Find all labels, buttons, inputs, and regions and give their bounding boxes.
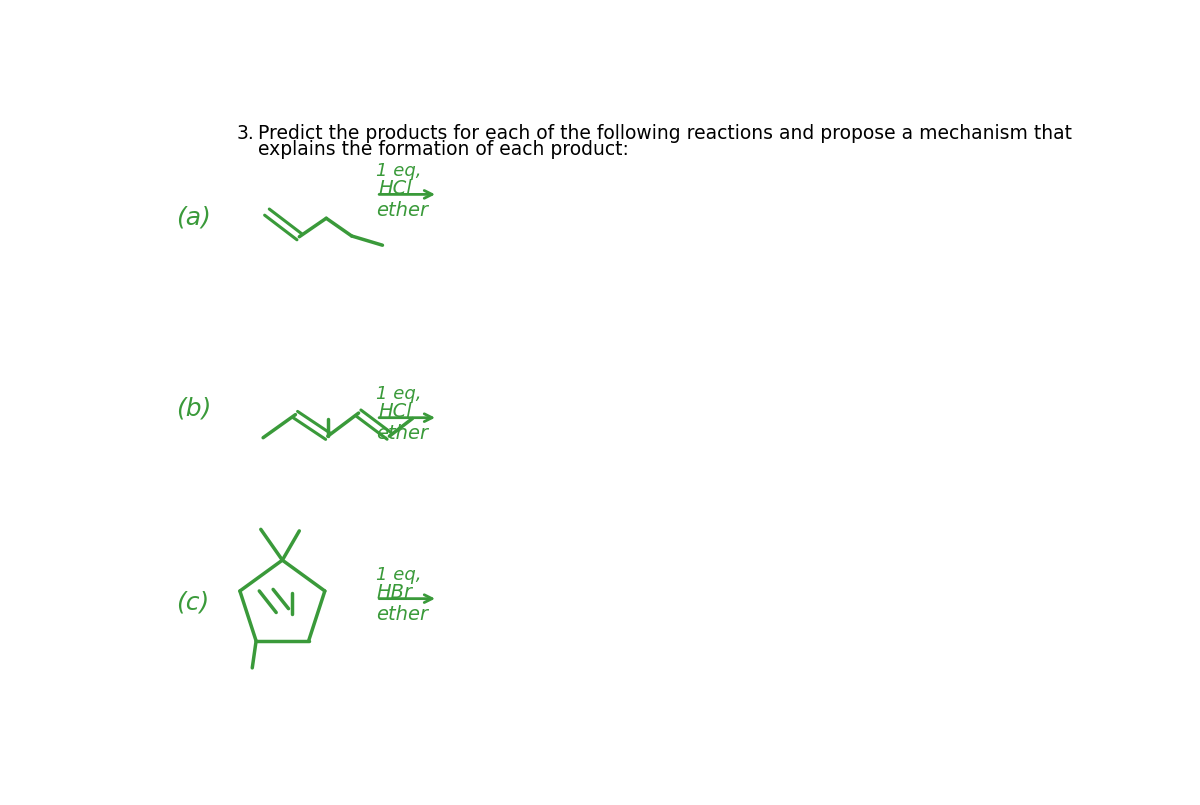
- Text: explains the formation of each product:: explains the formation of each product:: [258, 141, 629, 159]
- Text: ether: ether: [377, 200, 428, 220]
- Text: (c): (c): [176, 591, 209, 614]
- Text: HCl: HCl: [379, 402, 413, 421]
- Text: ether: ether: [377, 605, 428, 624]
- Text: 1 eq,: 1 eq,: [377, 566, 422, 584]
- Text: HBr: HBr: [377, 584, 413, 602]
- Text: Predict the products for each of the following reactions and propose a mechanism: Predict the products for each of the fol…: [258, 123, 1072, 142]
- Text: (b): (b): [176, 396, 211, 420]
- Text: ether: ether: [377, 424, 428, 443]
- Text: 3.: 3.: [236, 123, 254, 142]
- Text: HCl: HCl: [379, 179, 413, 198]
- Text: 1 eq,: 1 eq,: [377, 162, 422, 180]
- Text: 1 eq,: 1 eq,: [377, 386, 422, 403]
- Text: (a): (a): [176, 205, 211, 229]
